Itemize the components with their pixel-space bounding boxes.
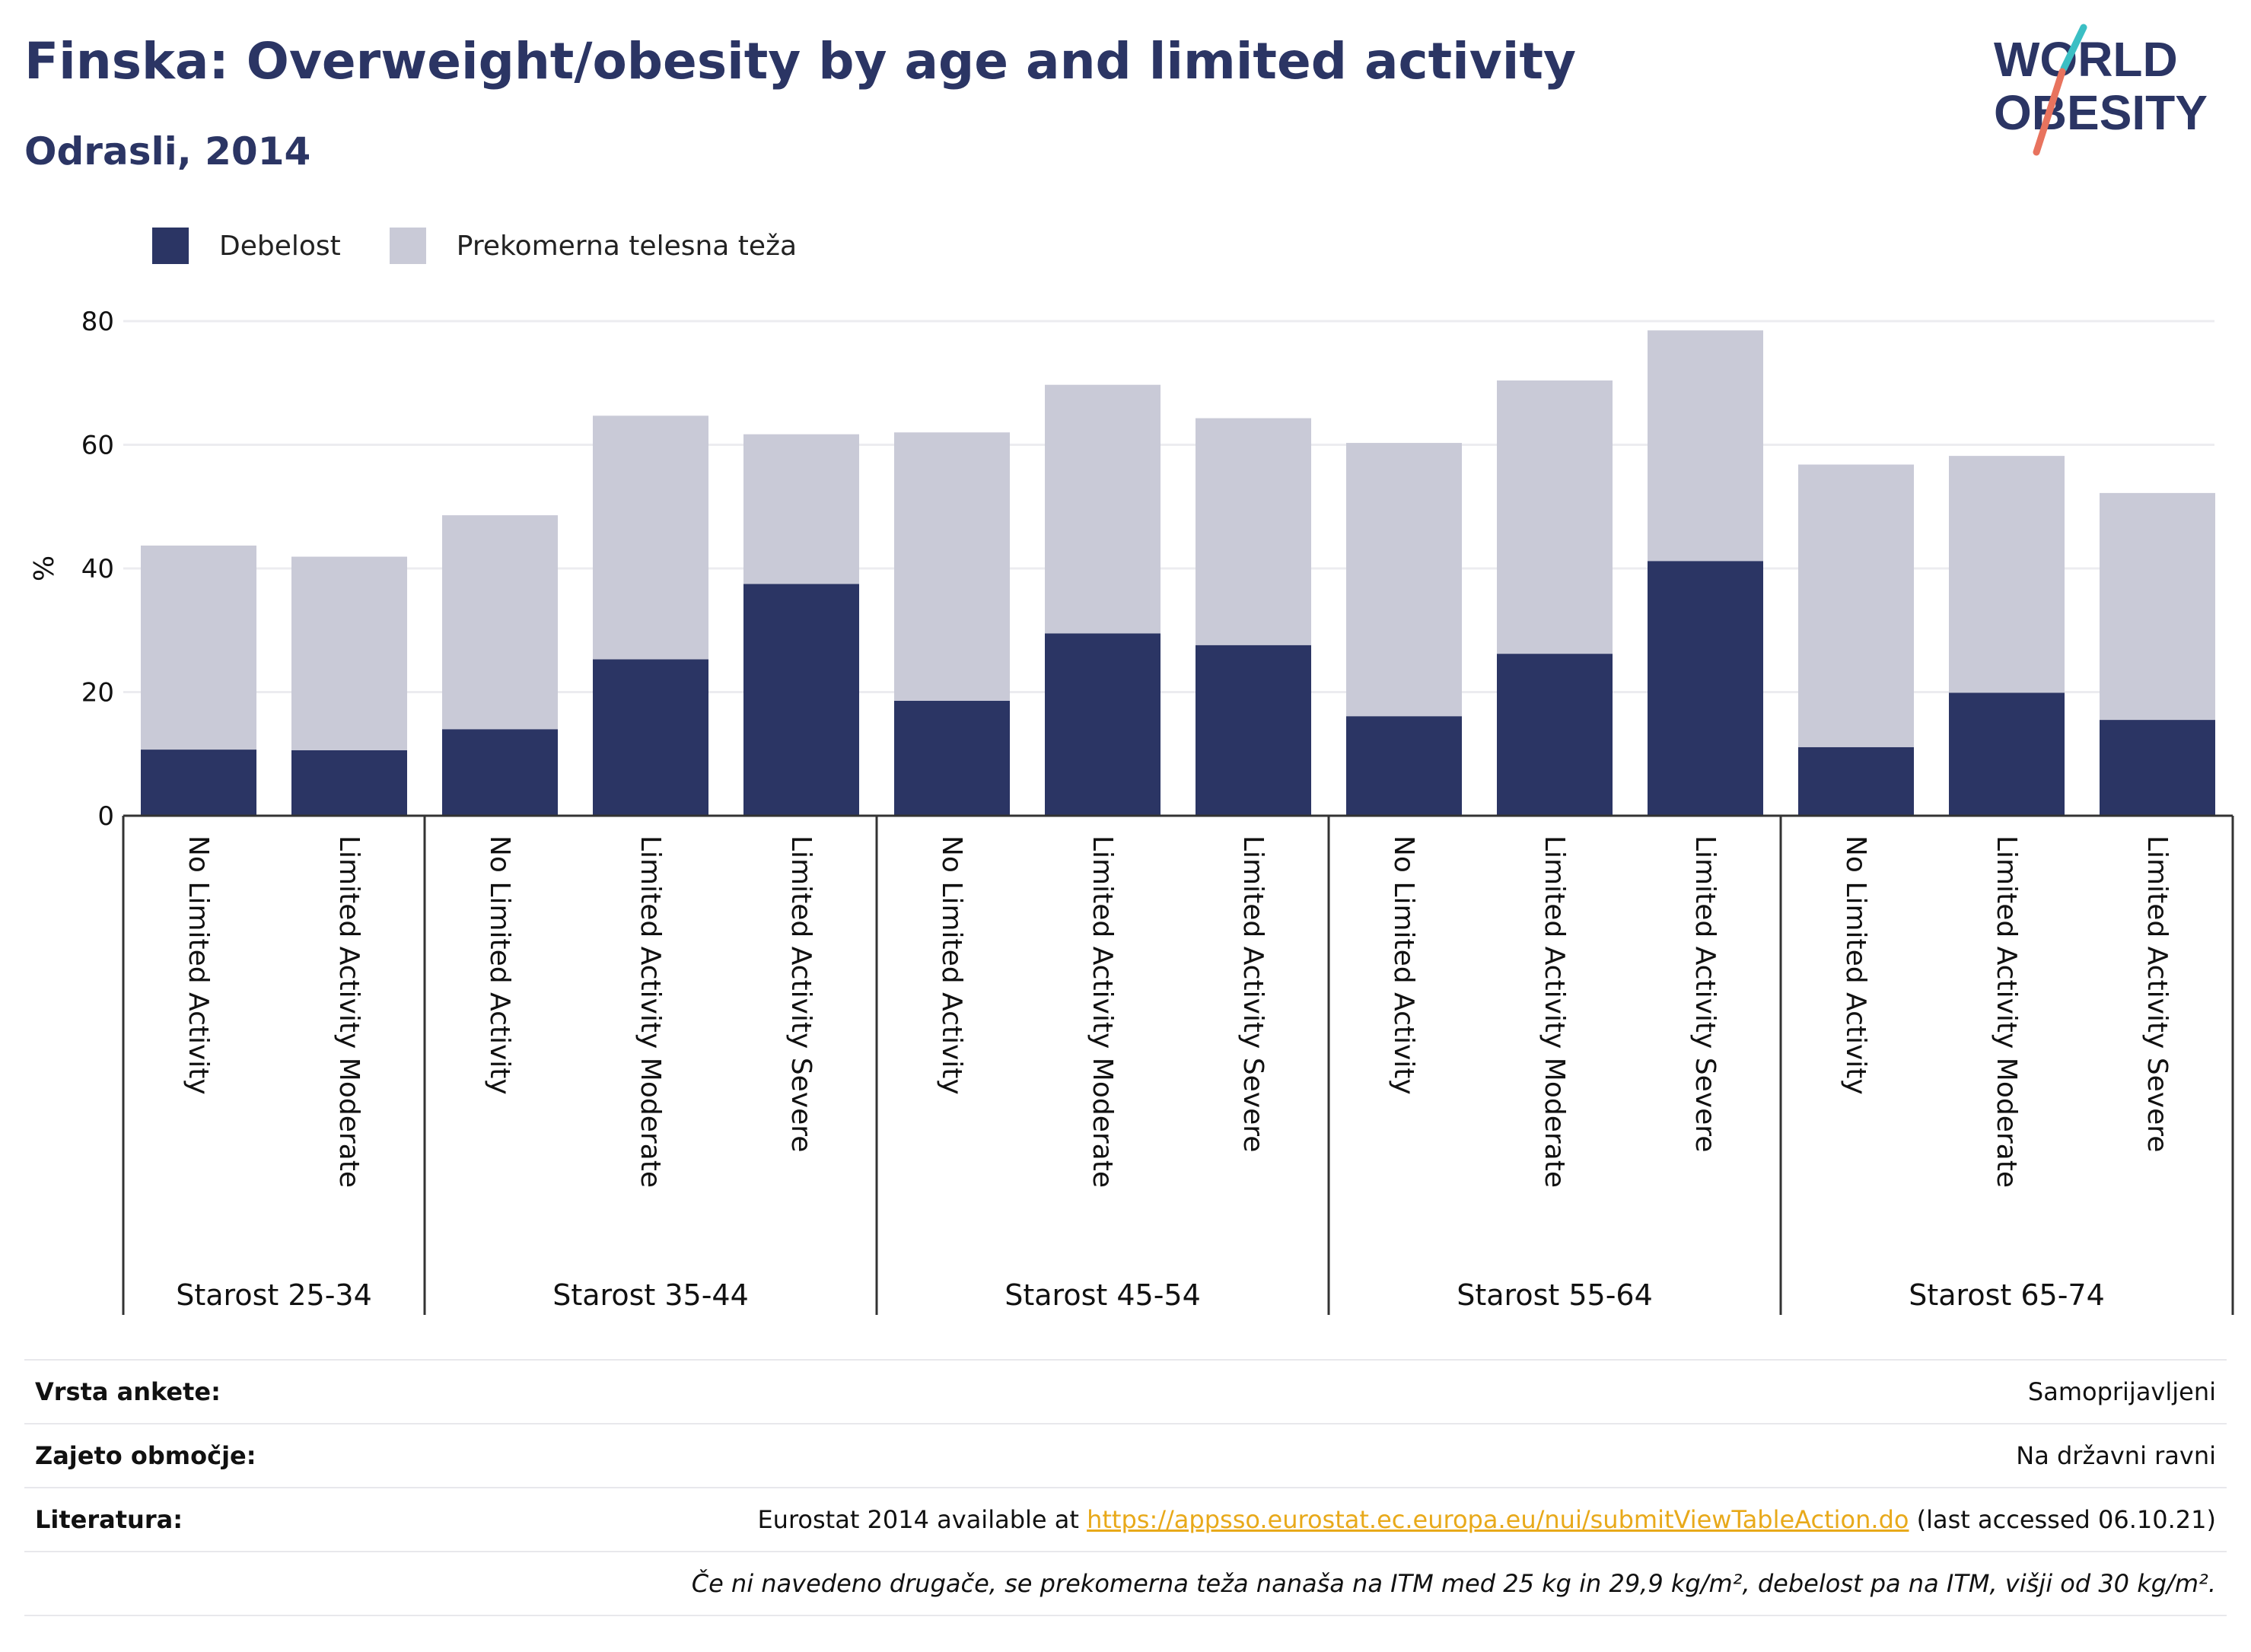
bar-debelost (1497, 654, 1613, 816)
x-category-label: No Limited Activity (484, 836, 515, 1095)
legend-swatch-debelost (152, 228, 189, 264)
meta-value: Samoprijavljeni (2027, 1377, 2216, 1406)
bar-prekomerna (1798, 464, 1914, 747)
meta-row-survey-type: Vrsta ankete: Samoprijavljeni (24, 1359, 2227, 1423)
bar-prekomerna (743, 434, 859, 584)
bar-debelost (442, 729, 558, 816)
y-tick-label: 20 (81, 678, 114, 708)
bar-prekomerna (291, 556, 407, 750)
bar-chart: 0 20 40 60 80% No Limited Activity Limited Act… (29, 307, 2234, 1315)
bar-debelost (291, 750, 407, 816)
legend-label-debelost: Debelost (219, 230, 341, 262)
x-category-label: No Limited Activity (183, 836, 214, 1095)
y-tick-label: 80 (81, 307, 114, 337)
x-category-label: Limited Activity Moderate (1539, 836, 1570, 1188)
x-group-label: Starost 35-44 (552, 1278, 749, 1312)
meta-row-reference: Literatura: Eurostat 2014 available at h… (24, 1487, 2227, 1551)
x-group-label: Starost 25-34 (176, 1278, 372, 1312)
logo-slash-teal (2060, 24, 2087, 72)
x-category-label: Limited Activity Moderate (635, 836, 666, 1188)
y-tick-label: 60 (81, 431, 114, 461)
x-category-label: Limited Activity Moderate (1991, 836, 2022, 1188)
bar-prekomerna (1497, 380, 1613, 654)
logo-slash-coral (2033, 68, 2066, 156)
x-category-label: Limited Activity Severe (785, 836, 817, 1152)
bar-prekomerna (442, 515, 558, 730)
meta-label: Vrsta ankete: (35, 1377, 221, 1406)
chart-title: Finska: Overweight/obesity by age and li… (24, 32, 1577, 91)
reference-link[interactable]: https://appsso.eurostat.ec.europa.eu/nui… (1087, 1505, 1909, 1534)
world-obesity-logo: WORLD OBESITY (1994, 24, 2208, 156)
logo-line2: OBESITY (1994, 85, 2208, 140)
bar-debelost (1798, 746, 1914, 816)
reference-prefix: Eurostat 2014 available at (757, 1505, 1087, 1534)
meta-value: Eurostat 2014 available at https://appss… (757, 1505, 2216, 1534)
x-group-label: Starost 65-74 (1909, 1278, 2105, 1312)
legend-item-prekomerna: Prekomerna telesna teža (389, 228, 798, 264)
bar-debelost (1949, 692, 2065, 816)
bar-prekomerna (1949, 456, 2065, 693)
bar-prekomerna (141, 545, 256, 750)
y-tick-label: 40 (81, 554, 114, 584)
bar-prekomerna (1045, 384, 1161, 634)
bar-debelost (1196, 645, 1311, 816)
chart-subtitle: Odrasli, 2014 (24, 129, 311, 173)
x-group-label: Starost 55-64 (1457, 1278, 1653, 1312)
bar-debelost (141, 750, 256, 816)
meta-row-note: Če ni navedeno drugače, se prekomerna te… (24, 1551, 2227, 1616)
bar-debelost (1648, 561, 1763, 816)
x-category-label: Limited Activity Severe (1237, 836, 1269, 1152)
bar-debelost (2100, 720, 2215, 816)
legend-item-debelost: Debelost (152, 228, 341, 264)
meta-value: Na državni ravni (2016, 1441, 2216, 1470)
bar-prekomerna (2100, 492, 2215, 721)
meta-label: Literatura: (35, 1505, 183, 1534)
bar-debelost (593, 659, 708, 816)
meta-row-coverage: Zajeto območje: Na državni ravni (24, 1423, 2227, 1487)
bar-debelost (894, 700, 1010, 816)
bar-debelost (743, 584, 859, 816)
bar-prekomerna (1196, 418, 1311, 645)
y-axis-label: % (29, 555, 60, 581)
x-category-label: No Limited Activity (1388, 836, 1419, 1095)
x-category-label: No Limited Activity (936, 836, 967, 1095)
meta-label: Zajeto območje: (35, 1441, 256, 1470)
bar-prekomerna (593, 415, 708, 660)
bar-debelost (1346, 716, 1462, 816)
x-category-label: Limited Activity Moderate (333, 836, 365, 1188)
x-category-label: Limited Activity Severe (1689, 836, 1721, 1152)
logo-line1: WORLD (1994, 32, 2178, 87)
bar-debelost (1045, 633, 1161, 816)
x-group-label: Starost 45-54 (1005, 1278, 1201, 1312)
x-category-label: Limited Activity Moderate (1087, 836, 1118, 1188)
y-tick-label: 0 (97, 801, 114, 832)
bar-prekomerna (1346, 443, 1462, 717)
metadata-table: Vrsta ankete: Samoprijavljeni Zajeto obm… (24, 1359, 2227, 1616)
legend-label-prekomerna: Prekomerna telesna teža (456, 230, 798, 262)
bar-prekomerna (894, 432, 1010, 701)
x-category-label: No Limited Activity (1840, 836, 1871, 1095)
bar-prekomerna (1648, 330, 1763, 562)
definition-note: Če ni navedeno drugače, se prekomerna te… (691, 1569, 2216, 1598)
reference-suffix: (last accessed 06.10.21) (1909, 1505, 2216, 1534)
x-category-label: Limited Activity Severe (2141, 836, 2173, 1152)
legend-swatch-prekomerna (389, 228, 426, 264)
legend: Debelost Prekomerna telesna teža (152, 227, 845, 265)
